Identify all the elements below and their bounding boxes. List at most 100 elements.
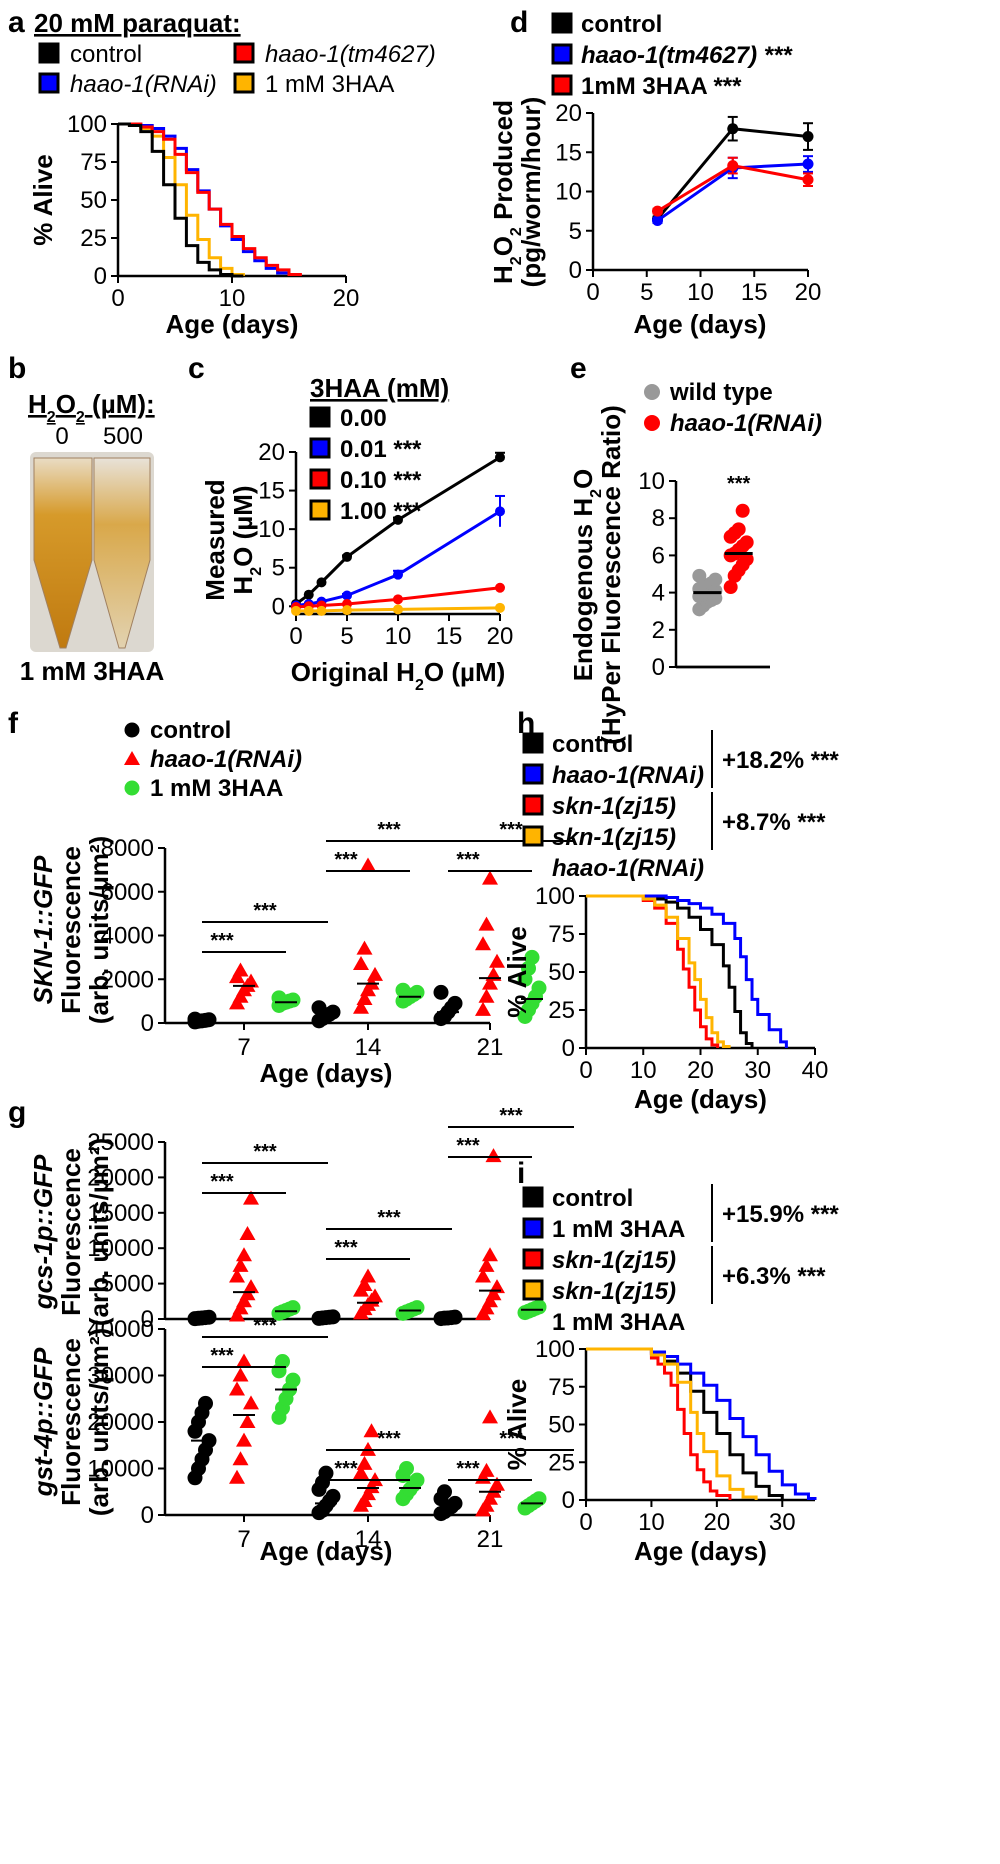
a-y-tick-label: 25 bbox=[80, 225, 107, 252]
f-point bbox=[475, 936, 491, 951]
b-tube-1 bbox=[93, 457, 151, 649]
c-x-tick-label: 5 bbox=[340, 623, 353, 650]
g2-point bbox=[437, 1484, 452, 1500]
e-point bbox=[735, 503, 750, 518]
i-group-label: +15.9% *** bbox=[722, 1201, 839, 1228]
i-legend-swatch bbox=[522, 1279, 544, 1301]
g2-significance: *** bbox=[456, 1458, 480, 1480]
c-y-tick-label: 10 bbox=[258, 516, 285, 543]
f-point bbox=[201, 1012, 217, 1028]
a-legend-swatch bbox=[233, 72, 255, 94]
g1-point bbox=[409, 1300, 425, 1316]
d-y-tick-label: 0 bbox=[569, 257, 582, 284]
h-legend-label: skn-1(zj15) bbox=[552, 824, 676, 851]
text-part: Original H bbox=[291, 657, 415, 687]
f-point bbox=[367, 966, 383, 981]
f-point bbox=[356, 990, 373, 1005]
c-point bbox=[303, 589, 314, 600]
f-legend-label: control bbox=[150, 717, 231, 744]
g1-point bbox=[482, 1247, 498, 1262]
h-series-control bbox=[586, 894, 754, 1048]
c-x-tick-label: 15 bbox=[436, 623, 463, 650]
g1-point bbox=[360, 1268, 376, 1283]
a-y-tick-label: 75 bbox=[80, 149, 107, 176]
d-legend-swatch bbox=[551, 12, 573, 34]
a-legend-label: 1 mM 3HAA bbox=[265, 71, 394, 98]
c-point bbox=[393, 569, 403, 580]
g2-significance: *** bbox=[253, 1315, 277, 1337]
f-point bbox=[531, 980, 547, 996]
e-point bbox=[739, 535, 754, 550]
text-part: H bbox=[228, 576, 258, 595]
g1-y-label-1: gcs-1p::GFP bbox=[28, 1154, 58, 1310]
d-point bbox=[727, 123, 739, 135]
c-point bbox=[291, 605, 301, 616]
f-legend-label: haao-1(RNAi) bbox=[150, 746, 302, 773]
d-x-tick-label: 10 bbox=[687, 279, 714, 306]
g2-significance: *** bbox=[334, 1458, 358, 1480]
i-series-skn-1(zj15) bbox=[586, 1347, 732, 1500]
b-tube-label-0: 0 bbox=[55, 423, 68, 450]
c-point bbox=[393, 514, 403, 525]
i-series-skn-1(zj15) bbox=[586, 1347, 758, 1500]
f-point bbox=[524, 949, 540, 965]
g1-y-label-3: (arb. units/µm²) bbox=[84, 1138, 114, 1326]
g2-x-tick-label: 14 bbox=[355, 1526, 382, 1553]
c-point bbox=[316, 577, 327, 588]
f-y-label-3: (arb. units/µm²) bbox=[84, 836, 114, 1024]
c-legend-swatch bbox=[309, 406, 331, 428]
g2-x-tick-label: 7 bbox=[237, 1526, 250, 1553]
a-x-tick-label: 20 bbox=[333, 285, 360, 312]
g2-x-label: Age (days) bbox=[260, 1536, 393, 1566]
g2-y-tick-label: 30000 bbox=[87, 1363, 154, 1390]
d-x-tick-label: 20 bbox=[795, 279, 822, 306]
g2-point bbox=[482, 1409, 498, 1424]
g1-point bbox=[478, 1257, 495, 1272]
e-significance: *** bbox=[727, 473, 751, 495]
h-legend-swatch bbox=[522, 825, 544, 847]
e-y-tick-label: 10 bbox=[638, 468, 665, 495]
subscript: 2 bbox=[508, 227, 525, 236]
i-legend-swatch bbox=[522, 1186, 544, 1208]
subscript: 2 bbox=[76, 409, 85, 426]
c-point bbox=[495, 452, 505, 463]
f-point bbox=[353, 955, 369, 970]
g2-point bbox=[363, 1423, 380, 1438]
d-y-label-1: H2O2 Produced bbox=[488, 100, 525, 284]
h-legend-label: haao-1(RNAi) bbox=[552, 855, 704, 882]
c-y-tick-label: 5 bbox=[272, 555, 285, 582]
g1-point bbox=[356, 1277, 373, 1292]
text-part: Produced bbox=[488, 100, 518, 227]
h-group-label: +8.7% *** bbox=[722, 809, 826, 836]
text-part: O bbox=[228, 547, 258, 567]
d-point bbox=[802, 174, 814, 186]
c-x-tick-label: 20 bbox=[487, 623, 514, 650]
c-point bbox=[393, 604, 403, 615]
h-legend-swatch bbox=[522, 732, 544, 754]
subscript: 2 bbox=[508, 256, 525, 265]
h-x-label: Age (days) bbox=[634, 1084, 767, 1114]
g2-point bbox=[229, 1381, 245, 1396]
c-x-tick-label: 0 bbox=[289, 623, 302, 650]
e-legend-label: haao-1(RNAi) bbox=[670, 410, 822, 437]
c-legend-title: 3HAA (mM) bbox=[310, 373, 449, 403]
a-y-tick-label: 0 bbox=[94, 263, 107, 290]
f-point bbox=[395, 982, 411, 998]
g2-point bbox=[236, 1353, 252, 1368]
f-point bbox=[475, 1001, 491, 1016]
g2-point bbox=[232, 1367, 249, 1382]
g2-point bbox=[353, 1465, 369, 1480]
d-x-tick-label: 0 bbox=[586, 279, 599, 306]
h-y-label: % Alive bbox=[502, 926, 532, 1018]
g1-point bbox=[232, 1257, 249, 1272]
h-x-tick-label: 30 bbox=[744, 1057, 771, 1084]
f-x-tick-label: 7 bbox=[237, 1034, 250, 1061]
g1-point bbox=[367, 1288, 383, 1303]
a-x-label: Age (days) bbox=[166, 309, 299, 339]
d-legend-swatch bbox=[551, 43, 573, 65]
c-legend-label: 1.00 *** bbox=[340, 498, 422, 525]
g2-point bbox=[243, 1395, 259, 1410]
g1-point bbox=[243, 1190, 259, 1205]
g2-x-tick-label: 21 bbox=[477, 1526, 504, 1553]
a-legend-swatch bbox=[233, 42, 255, 64]
